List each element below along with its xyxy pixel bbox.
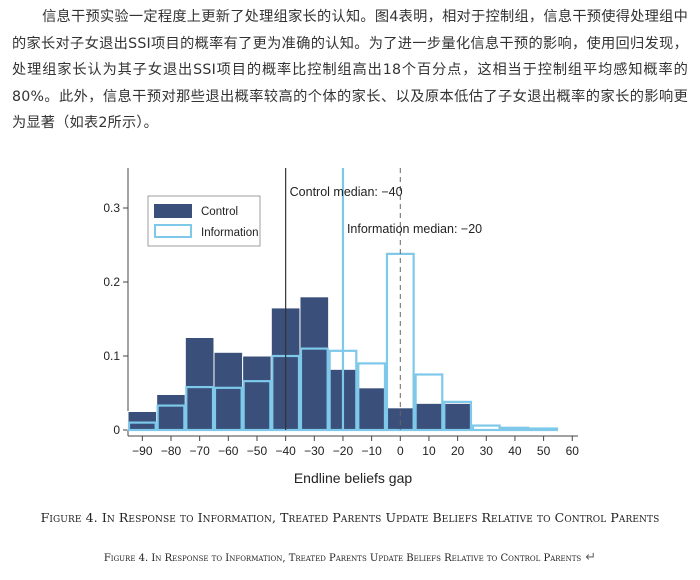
x-tick-label: −80 [161,444,182,458]
x-tick-label: −50 [247,444,268,458]
body-paragraph: 信息干预实验一定程度上更新了处理组家长的认知。图4表明，相对于控制组，信息干预使… [12,4,688,137]
x-tick-label: 10 [422,444,436,458]
bar-information [213,386,243,432]
x-tick-label: 20 [451,444,465,458]
legend-label-information: Information [201,227,259,239]
legend-label-control: Control [201,206,238,218]
paragraph-text: 信息干预实验一定程度上更新了处理组家长的认知。图4表明，相对于控制组，信息干预使… [12,9,688,131]
bar-information [414,373,444,432]
x-axis-label: Endline beliefs gap [294,470,413,486]
bar-information [299,347,329,432]
bar-information [443,400,473,432]
y-tick-label: 0.3 [104,201,120,215]
figure-caption-secondary-text: Figure 4. In Response to Information, Tr… [103,553,582,564]
bar-control [242,355,272,431]
annotation-control-median: Control median: −40 [290,185,403,199]
bar-control [442,402,473,431]
x-tick-label: −20 [333,444,354,458]
bar-information [242,380,272,432]
x-tick-label: 50 [537,444,551,458]
bar-information [185,385,215,432]
bar-information [156,404,186,432]
x-tick-label: −30 [304,444,325,458]
bar-information [529,427,559,432]
x-tick-label: −90 [132,444,153,458]
bar-information [471,424,501,432]
bar-control [414,402,444,431]
x-tick-label: 30 [480,444,494,458]
bar-control [213,351,244,431]
bar-control [299,296,330,431]
x-tick-label: 40 [508,444,522,458]
annotation-information-median: Information median: −20 [347,222,482,236]
bar-control [156,393,186,431]
bar-information [357,362,387,432]
y-tick-label: 0.1 [104,349,120,363]
bar-information [127,421,157,432]
bar-control [356,387,387,431]
figure-caption-text: Figure 4. In Response to Information, Tr… [40,510,660,525]
return-mark-icon: ↵ [585,550,597,565]
x-tick-label: 0 [397,444,404,458]
x-tick-label: −10 [361,444,382,458]
figure-caption-secondary: Figure 4. In Response to Information, Tr… [0,550,700,565]
bar-control [127,411,158,431]
figure-caption: Figure 4. In Response to Information, Tr… [0,510,700,525]
legend-swatch-control [154,204,192,218]
legend-swatch-information [154,224,192,238]
x-tick-label: −70 [189,444,210,458]
bar-information [500,426,530,432]
bar-control [184,337,215,431]
x-tick-label: −40 [275,444,296,458]
x-tick-label: −60 [218,444,239,458]
x-tick-label: 60 [566,444,580,458]
y-tick-label: 0 [113,423,120,437]
y-tick-label: 0.2 [104,275,120,289]
histogram-chart: 0 0.1 0.2 0.3 −90 −80 −70 −60 −50 −40 −30 −20 −10 0 10… [104,168,580,486]
